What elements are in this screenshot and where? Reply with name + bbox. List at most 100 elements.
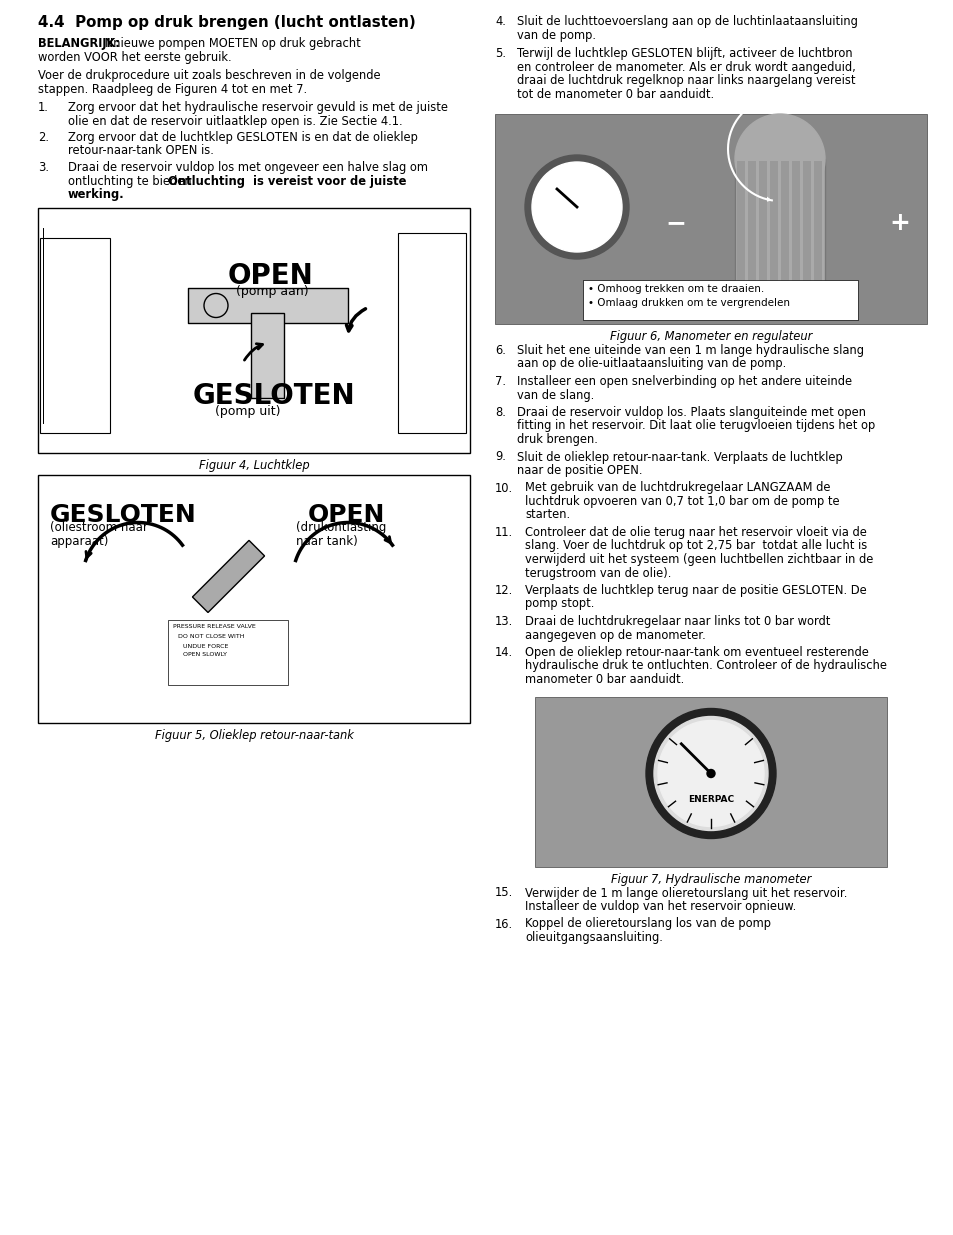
Text: Zorg ervoor dat de luchtklep GESLOTEN is en dat de olieklep: Zorg ervoor dat de luchtklep GESLOTEN is…: [68, 131, 417, 144]
Text: 12.: 12.: [495, 584, 513, 597]
Circle shape: [645, 709, 775, 839]
Text: Terwijl de luchtklep GESLOTEN blijft, activeer de luchtbron: Terwijl de luchtklep GESLOTEN blijft, ac…: [517, 47, 852, 61]
Bar: [813, 161, 821, 296]
Text: hydraulische druk te ontluchten. Controleer of de hydraulische: hydraulische druk te ontluchten. Control…: [524, 659, 886, 673]
Text: 3.: 3.: [38, 161, 49, 174]
Bar: [495, 114, 926, 324]
Circle shape: [658, 720, 763, 826]
Text: BELANGRIJK:: BELANGRIJK:: [38, 37, 120, 49]
Circle shape: [532, 162, 621, 252]
Text: Verwijder de 1 m lange olieretourslang uit het reservoir.: Verwijder de 1 m lange olieretourslang u…: [524, 887, 846, 899]
Text: Ontluchting  is vereist voor de juiste: Ontluchting is vereist voor de juiste: [168, 174, 406, 188]
Text: Draai de luchtdrukregelaar naar links tot 0 bar wordt: Draai de luchtdrukregelaar naar links to…: [524, 615, 829, 629]
Text: Open de olieklep retour-naar-tank om eventueel resterende: Open de olieklep retour-naar-tank om eve…: [524, 646, 868, 659]
Bar: [582, 280, 857, 320]
Text: pomp stopt.: pomp stopt.: [524, 598, 594, 610]
Text: Sluit de olieklep retour-naar-tank. Verplaats de luchtklep: Sluit de olieklep retour-naar-tank. Verp…: [517, 451, 841, 463]
Text: (pomp uit): (pomp uit): [214, 405, 280, 417]
Text: 4.4  Pomp op druk brengen (lucht ontlasten): 4.4 Pomp op druk brengen (lucht ontlaste…: [38, 15, 416, 30]
Text: tot de manometer 0 bar aanduidt.: tot de manometer 0 bar aanduidt.: [517, 88, 714, 100]
Text: GESLOTEN: GESLOTEN: [193, 383, 355, 410]
Text: PRESSURE RELEASE VALVE: PRESSURE RELEASE VALVE: [172, 625, 255, 630]
Text: UNDUE FORCE: UNDUE FORCE: [183, 643, 228, 648]
Text: GESLOTEN: GESLOTEN: [50, 503, 196, 526]
Text: luchtdruk opvoeren van 0,7 tot 1,0 bar om de pomp te: luchtdruk opvoeren van 0,7 tot 1,0 bar o…: [524, 495, 839, 508]
Text: Met gebruik van de luchtdrukregelaar LANGZAAM de: Met gebruik van de luchtdrukregelaar LAN…: [524, 482, 830, 494]
Text: 14.: 14.: [495, 646, 513, 659]
Text: aan op de olie-uitlaataansluiting van de pomp.: aan op de olie-uitlaataansluiting van de…: [517, 357, 785, 370]
Bar: [38, 207, 470, 452]
Text: Zorg ervoor dat het hydraulische reservoir gevuld is met de juiste: Zorg ervoor dat het hydraulische reservo…: [68, 101, 448, 114]
Text: Koppel de olieretourslang los van de pomp: Koppel de olieretourslang los van de pom…: [524, 918, 770, 930]
Text: 9.: 9.: [495, 451, 505, 463]
Text: 7.: 7.: [495, 375, 505, 388]
Text: Draai de reservoir vuldop los met ongeveer een halve slag om: Draai de reservoir vuldop los met ongeve…: [68, 161, 428, 174]
Text: (drukontlasting: (drukontlasting: [295, 521, 386, 535]
Text: Voer de drukprocedure uit zoals beschreven in de volgende: Voer de drukprocedure uit zoals beschrev…: [38, 69, 380, 82]
Text: 10.: 10.: [495, 482, 513, 494]
Bar: [168, 620, 288, 684]
Text: DO NOT CLOSE WITH: DO NOT CLOSE WITH: [178, 635, 244, 640]
Text: OPEN: OPEN: [308, 503, 385, 526]
Text: olieuitgangsaansluiting.: olieuitgangsaansluiting.: [524, 931, 662, 944]
Bar: [734, 159, 824, 299]
Text: OPEN: OPEN: [228, 263, 314, 290]
Text: 4.: 4.: [495, 15, 505, 28]
Bar: [188, 288, 348, 322]
Bar: [737, 161, 744, 296]
Text: Draai de reservoir vuldop los. Plaats slanguiteinde met open: Draai de reservoir vuldop los. Plaats sl…: [517, 406, 865, 419]
Text: 16.: 16.: [495, 918, 513, 930]
Text: (oliestroom naar: (oliestroom naar: [50, 521, 148, 535]
Text: (pomp aan): (pomp aan): [235, 285, 309, 299]
Text: fitting in het reservoir. Dit laat olie terugvloeien tijdens het op: fitting in het reservoir. Dit laat olie …: [517, 420, 874, 432]
Text: ENERPAC: ENERPAC: [687, 795, 733, 804]
Text: 1.: 1.: [38, 101, 49, 114]
Text: stappen. Raadpleeg de Figuren 4 tot en met 7.: stappen. Raadpleeg de Figuren 4 tot en m…: [38, 83, 307, 95]
Text: Sluit de luchttoevoerslang aan op de luchtinlaataansluiting: Sluit de luchttoevoerslang aan op de luc…: [517, 15, 857, 28]
Text: 13.: 13.: [495, 615, 513, 629]
Text: Installeer een open snelverbinding op het andere uiteinde: Installeer een open snelverbinding op he…: [517, 375, 851, 388]
Text: 11.: 11.: [495, 526, 513, 538]
Text: aangegeven op de manometer.: aangegeven op de manometer.: [524, 629, 705, 641]
Text: Verplaats de luchtklep terug naar de positie GESLOTEN. De: Verplaats de luchtklep terug naar de pos…: [524, 584, 866, 597]
Bar: [747, 161, 755, 296]
Text: worden VOOR het eerste gebruik.: worden VOOR het eerste gebruik.: [38, 51, 232, 63]
Bar: [251, 312, 284, 398]
Circle shape: [734, 114, 824, 204]
Bar: [791, 161, 800, 296]
Bar: [802, 161, 810, 296]
Text: 5.: 5.: [495, 47, 505, 61]
Text: werking.: werking.: [68, 188, 125, 201]
Text: Installeer de vuldop van het reservoir opnieuw.: Installeer de vuldop van het reservoir o…: [524, 900, 796, 913]
Text: Figuur 4, Luchtklep: Figuur 4, Luchtklep: [198, 458, 309, 472]
Circle shape: [524, 156, 628, 259]
Text: manometer 0 bar aanduidt.: manometer 0 bar aanduidt.: [524, 673, 683, 685]
Text: Figuur 5, Olieklep retour-naar-tank: Figuur 5, Olieklep retour-naar-tank: [154, 729, 353, 741]
Text: 2.: 2.: [38, 131, 49, 144]
Text: 6.: 6.: [495, 345, 505, 357]
Text: olie en dat de reservoir uitlaatklep open is. Zie Sectie 4.1.: olie en dat de reservoir uitlaatklep ope…: [68, 115, 402, 127]
Text: starten.: starten.: [524, 509, 570, 521]
Text: • Omhoog trekken om te draaien.: • Omhoog trekken om te draaien.: [587, 284, 763, 294]
Text: van de slang.: van de slang.: [517, 389, 594, 401]
Text: en controleer de manometer. Als er druk wordt aangeduid,: en controleer de manometer. Als er druk …: [517, 61, 855, 74]
Circle shape: [706, 769, 714, 778]
Bar: [193, 541, 264, 613]
Text: retour-naar-tank OPEN is.: retour-naar-tank OPEN is.: [68, 144, 213, 158]
Text: +: +: [888, 211, 909, 235]
Bar: [40, 237, 110, 432]
Bar: [769, 161, 778, 296]
Text: ontluchting te bieden.: ontluchting te bieden.: [68, 174, 198, 188]
Text: terugstroom van de olie).: terugstroom van de olie).: [524, 567, 671, 579]
Text: 8.: 8.: [495, 406, 505, 419]
Bar: [781, 161, 788, 296]
Text: Controleer dat de olie terug naar het reservoir vloeit via de: Controleer dat de olie terug naar het re…: [524, 526, 866, 538]
Text: druk brengen.: druk brengen.: [517, 433, 598, 446]
Text: apparaat): apparaat): [50, 535, 109, 547]
Text: van de pomp.: van de pomp.: [517, 28, 596, 42]
Text: Figuur 7, Hydraulische manometer: Figuur 7, Hydraulische manometer: [610, 872, 810, 885]
Circle shape: [204, 294, 228, 317]
Text: −: −: [664, 211, 685, 235]
Text: Figuur 6, Manometer en regulateur: Figuur 6, Manometer en regulateur: [609, 330, 811, 343]
Text: verwijderd uit het systeem (geen luchtbellen zichtbaar in de: verwijderd uit het systeem (geen luchtbe…: [524, 553, 872, 566]
